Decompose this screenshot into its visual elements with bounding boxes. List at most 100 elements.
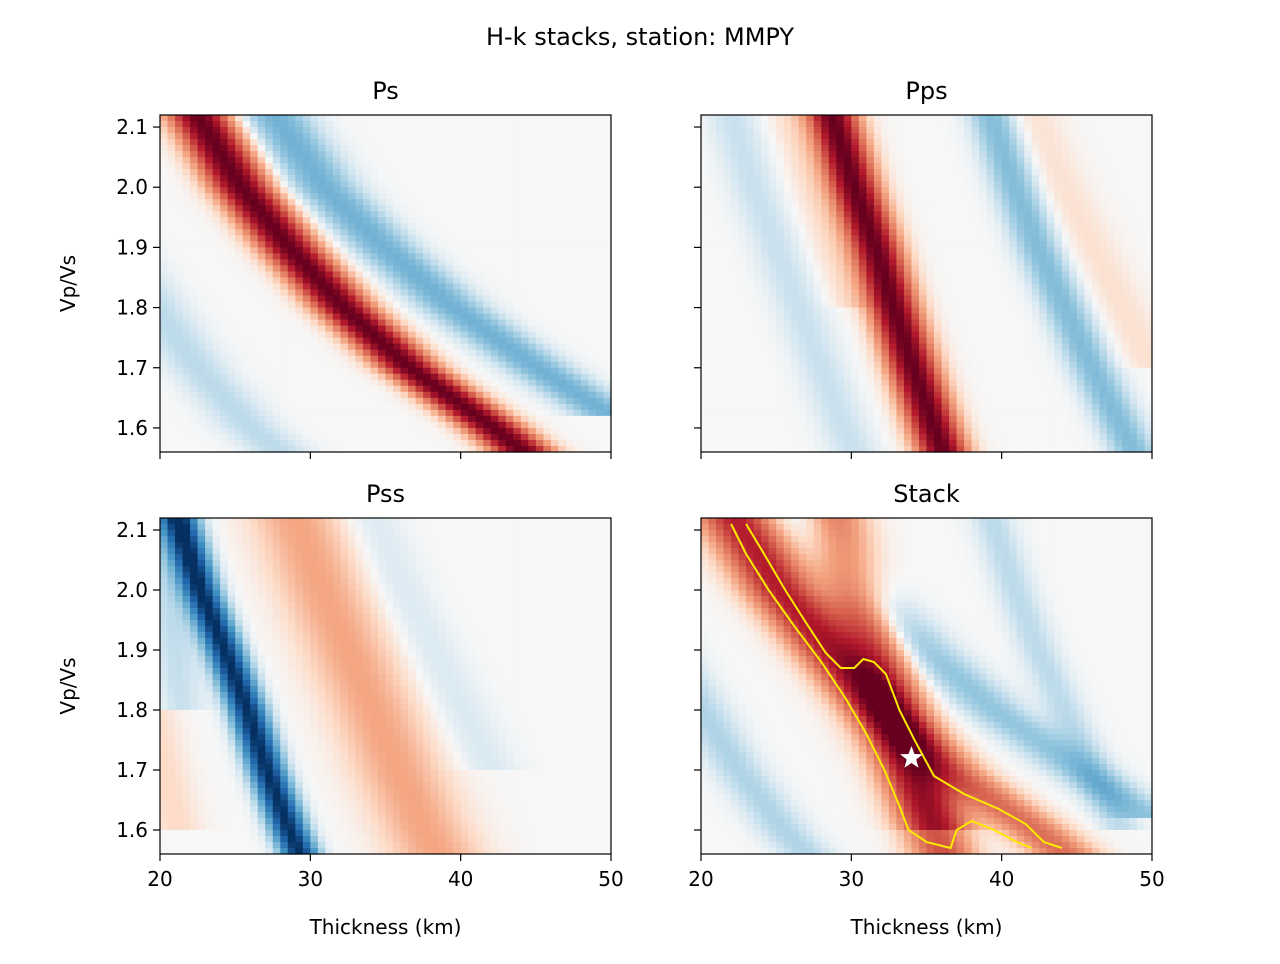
- heatmap-cell: [393, 253, 401, 260]
- heatmap-cell: [603, 326, 611, 333]
- heatmap-cell: [265, 223, 273, 230]
- heatmap-cell: [1069, 127, 1077, 134]
- heatmap-cell: [821, 169, 829, 176]
- heatmap-cell: [438, 199, 446, 206]
- heatmap-cell: [536, 193, 544, 200]
- heatmap-cell: [340, 277, 348, 284]
- heatmap-cell: [581, 193, 589, 200]
- heatmap-cell: [1002, 265, 1010, 272]
- heatmap-cell: [258, 205, 266, 212]
- heatmap-cell: [506, 229, 514, 236]
- heatmap-cell: [205, 398, 213, 405]
- heatmap-cell: [190, 145, 198, 152]
- heatmap-cell: [355, 326, 363, 333]
- heatmap-cell: [866, 163, 874, 170]
- heatmap-cell: [949, 157, 957, 164]
- heatmap-cell: [829, 193, 837, 200]
- heatmap-cell: [701, 235, 709, 242]
- heatmap-cell: [724, 151, 732, 158]
- heatmap-cell: [340, 350, 348, 357]
- heatmap-cell: [851, 133, 859, 140]
- heatmap-cell: [295, 247, 303, 254]
- heatmap-cell: [303, 398, 311, 405]
- heatmap-cell: [581, 338, 589, 345]
- heatmap-cell: [521, 332, 529, 339]
- heatmap-cell: [476, 362, 484, 369]
- heatmap-cell: [386, 169, 394, 176]
- heatmap-cell: [438, 308, 446, 315]
- heatmap-cell: [386, 241, 394, 248]
- heatmap-cell: [401, 404, 409, 411]
- heatmap-cell: [1024, 271, 1032, 278]
- heatmap-cell: [303, 121, 311, 128]
- heatmap-cell: [1009, 169, 1017, 176]
- heatmap-cell: [588, 229, 596, 236]
- heatmap-cell: [213, 344, 221, 351]
- heatmap-cell: [318, 115, 326, 122]
- heatmap-cell: [551, 277, 559, 284]
- heatmap-cell: [160, 332, 168, 339]
- heatmap-cell: [461, 187, 469, 194]
- heatmap-cell: [836, 139, 844, 146]
- heatmap-cell: [1099, 205, 1107, 212]
- heatmap-cell: [378, 145, 386, 152]
- heatmap-cell: [273, 302, 281, 309]
- heatmap-cell: [1107, 139, 1115, 146]
- heatmap-cell: [739, 235, 747, 242]
- heatmap-cell: [378, 163, 386, 170]
- heatmap-cell: [844, 139, 852, 146]
- heatmap-cell: [536, 308, 544, 315]
- heatmap-cell: [776, 235, 784, 242]
- heatmap-cell: [363, 416, 371, 423]
- heatmap-cell: [205, 380, 213, 387]
- heatmap-cell: [370, 223, 378, 230]
- heatmap-cell: [1039, 193, 1047, 200]
- heatmap-cell: [476, 332, 484, 339]
- heatmap-cell: [776, 133, 784, 140]
- heatmap-cell: [739, 181, 747, 188]
- heatmap-cell: [821, 211, 829, 218]
- heatmap-cell: [355, 205, 363, 212]
- heatmap-cell: [190, 247, 198, 254]
- heatmap-cell: [288, 127, 296, 134]
- heatmap-cell: [386, 332, 394, 339]
- heatmap-cell: [1077, 121, 1085, 128]
- heatmap-cell: [498, 356, 506, 363]
- heatmap-cell: [844, 175, 852, 182]
- heatmap-cell: [1137, 229, 1145, 236]
- heatmap-cell: [431, 253, 439, 260]
- heatmap-cell: [701, 211, 709, 218]
- heatmap-cell: [333, 169, 341, 176]
- heatmap-cell: [258, 163, 266, 170]
- heatmap-cell: [423, 422, 431, 429]
- heatmap-cell: [213, 271, 221, 278]
- heatmap-cell: [446, 356, 454, 363]
- heatmap-cell: [573, 163, 581, 170]
- heatmap-cell: [949, 259, 957, 266]
- heatmap-cell: [363, 338, 371, 345]
- heatmap-cell: [603, 133, 611, 140]
- heatmap-cell: [1114, 229, 1122, 236]
- heatmap-cell: [175, 284, 183, 291]
- heatmap-cell: [243, 247, 251, 254]
- heatmap-cell: [551, 157, 559, 164]
- heatmap-cell: [198, 434, 206, 441]
- heatmap-cell: [258, 133, 266, 140]
- heatmap-cell: [701, 187, 709, 194]
- heatmap-cell: [491, 398, 499, 405]
- heatmap-cell: [423, 350, 431, 357]
- heatmap-cell: [340, 127, 348, 134]
- heatmap-cell: [483, 271, 491, 278]
- heatmap-cell: [1032, 247, 1040, 254]
- heatmap-cell: [168, 205, 176, 212]
- heatmap-cell: [198, 211, 206, 218]
- heatmap-cell: [340, 422, 348, 429]
- heatmap-cell: [746, 205, 754, 212]
- heatmap-cell: [318, 121, 326, 128]
- heatmap-cell: [513, 368, 521, 375]
- heatmap-cell: [198, 265, 206, 272]
- heatmap-cell: [581, 314, 589, 321]
- heatmap-cell: [1062, 127, 1070, 134]
- heatmap-cell: [731, 181, 739, 188]
- heatmap-cell: [228, 422, 236, 429]
